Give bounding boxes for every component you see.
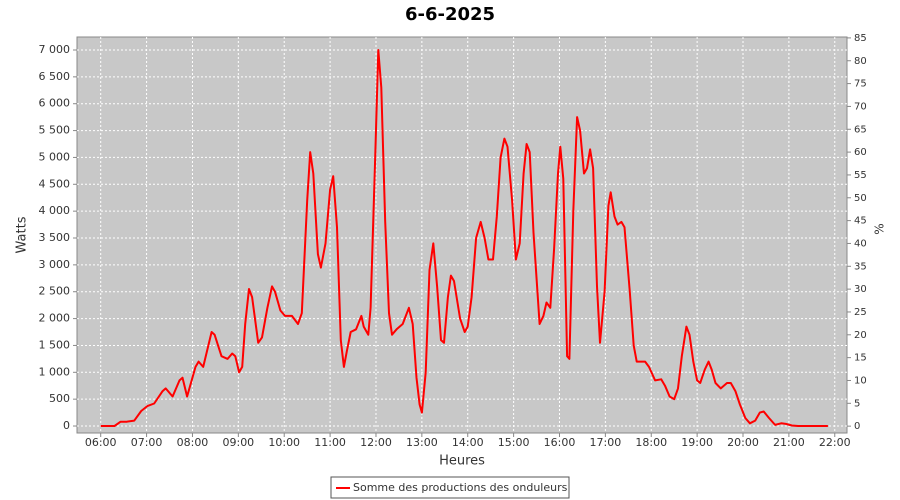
plot-area	[76, 36, 848, 434]
x-axis-label: Heures	[439, 454, 485, 469]
x-tick-label: 08:00	[177, 436, 209, 449]
data-line	[100, 49, 828, 427]
y2-tick-label: 5	[854, 398, 860, 409]
y2-tick-label: 45	[854, 216, 867, 227]
x-tick-label: 21:00	[773, 436, 805, 449]
x-tick-label: 18:00	[635, 436, 667, 449]
x-tick-label: 11:00	[314, 436, 346, 449]
y-tick-label: 4 500	[39, 177, 71, 190]
legend	[330, 476, 570, 499]
y-tick-label: 5 000	[39, 150, 71, 163]
y2-tick-label: 50	[854, 193, 867, 204]
y-tick-label: 0	[63, 419, 70, 432]
y-tick-label: 6 000	[39, 97, 71, 110]
y2-tick-label: 15	[854, 353, 867, 364]
y2-tick-label: 0	[854, 421, 860, 432]
x-tick-label: 20:00	[727, 436, 759, 449]
y2-tick-label: 55	[854, 170, 867, 181]
y2-tick-label: 30	[854, 284, 867, 295]
x-tick-label: 10:00	[268, 436, 300, 449]
y-tick-label: 500	[49, 392, 70, 405]
y-tick-label: 1 500	[39, 338, 71, 351]
y2-tick-label: 35	[854, 261, 867, 272]
y2-tick-label: 25	[854, 307, 867, 318]
y2-tick-label: 75	[854, 79, 867, 90]
x-tick-label: 07:00	[131, 436, 163, 449]
y2-tick-label: 20	[854, 330, 867, 341]
y-tick-label: 6 500	[39, 70, 71, 83]
chart-title: 6-6-2025	[405, 4, 495, 25]
x-tick-label: 16:00	[544, 436, 576, 449]
y-tick-label: 3 500	[39, 231, 71, 244]
y2-axis-label: %	[873, 223, 887, 234]
x-tick-label: 09:00	[222, 436, 254, 449]
x-tick-label: 14:00	[452, 436, 484, 449]
y-axis-label: Watts	[15, 216, 30, 253]
x-tick-label: 12:00	[360, 436, 392, 449]
x-tick-label: 15:00	[498, 436, 530, 449]
x-tick-label: 17:00	[590, 436, 622, 449]
y2-tick-label: 60	[854, 147, 867, 158]
x-tick-label: 19:00	[681, 436, 713, 449]
y2-tick-label: 10	[854, 375, 867, 386]
y-tick-label: 7 000	[39, 43, 71, 56]
y2-tick-label: 85	[854, 33, 867, 44]
y2-tick-label: 65	[854, 124, 867, 135]
y-tick-label: 5 500	[39, 124, 71, 137]
legend-label: Somme des productions des onduleurs	[353, 481, 568, 494]
x-tick-label: 13:00	[406, 436, 438, 449]
y2-tick-label: 40	[854, 238, 867, 249]
y2-tick-label: 80	[854, 56, 867, 67]
x-tick-label: 22:00	[819, 436, 851, 449]
y2-tick-label: 70	[854, 101, 867, 112]
y-tick-label: 2 500	[39, 285, 71, 298]
y-tick-label: 4 000	[39, 204, 71, 217]
y-tick-label: 3 000	[39, 258, 71, 271]
x-tick-label: 06:00	[85, 436, 117, 449]
y-tick-label: 1 000	[39, 365, 71, 378]
y-tick-label: 2 000	[39, 312, 71, 325]
